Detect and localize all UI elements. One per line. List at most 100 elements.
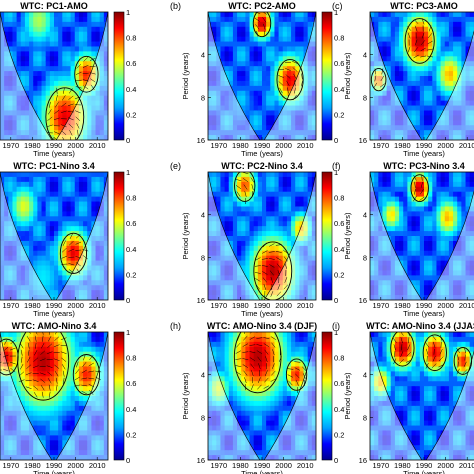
heat-cell xyxy=(62,361,68,368)
heat-cell xyxy=(37,36,43,43)
heat-cell xyxy=(99,21,105,28)
heat-cell xyxy=(33,46,38,52)
heat-cell xyxy=(291,46,296,52)
heat-cell xyxy=(83,110,88,116)
phase-arrow xyxy=(373,82,378,89)
heat-cell xyxy=(208,16,213,23)
heat-cell xyxy=(378,231,384,237)
heat-cell xyxy=(299,105,305,112)
heat-cell xyxy=(257,21,263,28)
heat-cell xyxy=(212,36,217,43)
heat-cell xyxy=(411,290,417,296)
heat-cell xyxy=(103,66,108,72)
heat-cell xyxy=(249,95,255,102)
heat-cell xyxy=(266,90,271,97)
heat-cell xyxy=(390,236,396,242)
heat-cell xyxy=(299,196,305,203)
heat-cell xyxy=(370,31,375,38)
heat-cell xyxy=(0,236,5,242)
heat-cell xyxy=(457,130,462,136)
heat-cell xyxy=(440,265,446,272)
heat-cell xyxy=(16,410,22,417)
heat-cell xyxy=(24,260,30,267)
heat-cell xyxy=(399,36,404,43)
heat-cell xyxy=(62,76,68,82)
heat-cell xyxy=(20,425,26,432)
heat-cell xyxy=(70,236,76,242)
heat-cell xyxy=(286,51,292,57)
heat-cell xyxy=(378,176,384,183)
heat-cell xyxy=(378,85,384,92)
heat-cell xyxy=(424,135,429,140)
heat-cell xyxy=(49,430,55,436)
heat-cell xyxy=(253,31,259,38)
heat-cell xyxy=(16,450,22,456)
x-tick-label: 1980 xyxy=(24,301,41,310)
heat-cell xyxy=(291,236,296,242)
heat-cell xyxy=(216,12,222,18)
heat-cell xyxy=(91,351,97,358)
heat-cell xyxy=(241,211,246,217)
heat-cell xyxy=(461,95,467,102)
phase-arrow xyxy=(82,64,89,68)
heat-cell xyxy=(257,181,263,188)
heat-cell xyxy=(62,231,68,237)
heat-cell xyxy=(41,95,47,102)
heat-cell xyxy=(262,270,267,276)
heat-cell xyxy=(237,130,242,136)
heat-cell xyxy=(453,135,458,140)
heat-cell xyxy=(370,295,375,300)
heat-cell xyxy=(70,196,76,203)
heat-cell xyxy=(62,16,68,23)
heat-cell xyxy=(45,255,51,262)
heat-cell xyxy=(415,125,421,131)
heat-cell xyxy=(87,46,92,52)
heat-cell xyxy=(303,125,309,131)
heat-cell xyxy=(262,26,267,33)
heat-cell xyxy=(70,336,76,343)
heat-cell xyxy=(399,76,404,82)
heat-cell xyxy=(249,120,255,126)
heat-cell xyxy=(70,361,76,368)
heat-cell xyxy=(58,115,63,121)
heat-cell xyxy=(78,41,84,48)
heat-cell xyxy=(212,250,217,257)
heat-cell xyxy=(278,12,284,18)
heat-cell xyxy=(74,366,80,372)
heat-cell xyxy=(237,231,242,237)
heat-cell xyxy=(465,41,471,48)
heat-cell xyxy=(66,176,72,183)
heat-cell xyxy=(453,61,458,67)
heat-cell xyxy=(440,172,446,178)
heat-cell xyxy=(440,240,446,247)
heat-cell xyxy=(370,270,375,276)
heat-cell xyxy=(16,332,22,338)
heat-cell xyxy=(78,130,84,136)
heat-cell xyxy=(241,231,246,237)
heat-cell xyxy=(436,26,442,33)
heat-cell xyxy=(54,125,59,131)
heat-cell xyxy=(62,341,68,348)
phase-arrow xyxy=(427,55,434,58)
heat-cell xyxy=(45,31,51,38)
heat-cell xyxy=(403,265,408,272)
heat-cell xyxy=(103,250,108,257)
heat-cell xyxy=(8,16,14,23)
heat-cell xyxy=(29,371,34,377)
heat-cell xyxy=(291,110,296,116)
heat-cell xyxy=(66,71,72,77)
heat-cell xyxy=(453,231,458,237)
heat-cell xyxy=(54,290,59,296)
heat-cell xyxy=(415,191,421,198)
heat-cell xyxy=(453,76,458,82)
heat-cell xyxy=(212,12,217,18)
phase-arrow xyxy=(75,262,81,267)
heat-cell xyxy=(224,211,230,217)
heat-cell xyxy=(295,16,300,23)
heat-cell xyxy=(58,110,63,116)
heat-cell xyxy=(103,41,108,48)
cone-of-influence-edge xyxy=(370,172,474,300)
heat-cell xyxy=(436,95,442,102)
heat-cell xyxy=(394,221,400,227)
heat-cell xyxy=(58,265,63,272)
